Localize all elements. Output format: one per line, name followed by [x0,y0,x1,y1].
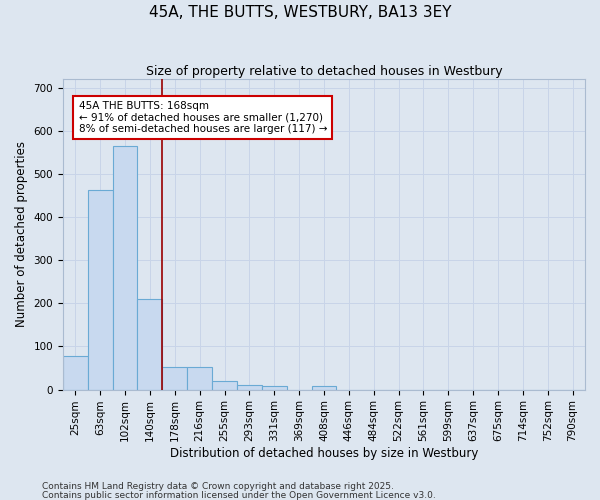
X-axis label: Distribution of detached houses by size in Westbury: Distribution of detached houses by size … [170,447,478,460]
Bar [311,386,337,390]
Text: 45A THE BUTTS: 168sqm
← 91% of detached houses are smaller (1,270)
8% of semi-de: 45A THE BUTTS: 168sqm ← 91% of detached … [79,101,327,134]
Text: Contains HM Land Registry data © Crown copyright and database right 2025.: Contains HM Land Registry data © Crown c… [42,482,394,491]
Bar [212,381,237,390]
Text: Contains public sector information licensed under the Open Government Licence v3: Contains public sector information licen… [42,490,436,500]
Bar [113,146,137,390]
Text: 45A, THE BUTTS, WESTBURY, BA13 3EY: 45A, THE BUTTS, WESTBURY, BA13 3EY [149,5,451,20]
Title: Size of property relative to detached houses in Westbury: Size of property relative to detached ho… [146,65,502,78]
Y-axis label: Number of detached properties: Number of detached properties [15,142,28,328]
Bar [137,299,163,390]
Bar [187,367,212,390]
Bar [63,356,88,390]
Bar [163,367,187,390]
Bar [262,386,287,390]
Bar [88,190,113,390]
Bar [237,386,262,390]
